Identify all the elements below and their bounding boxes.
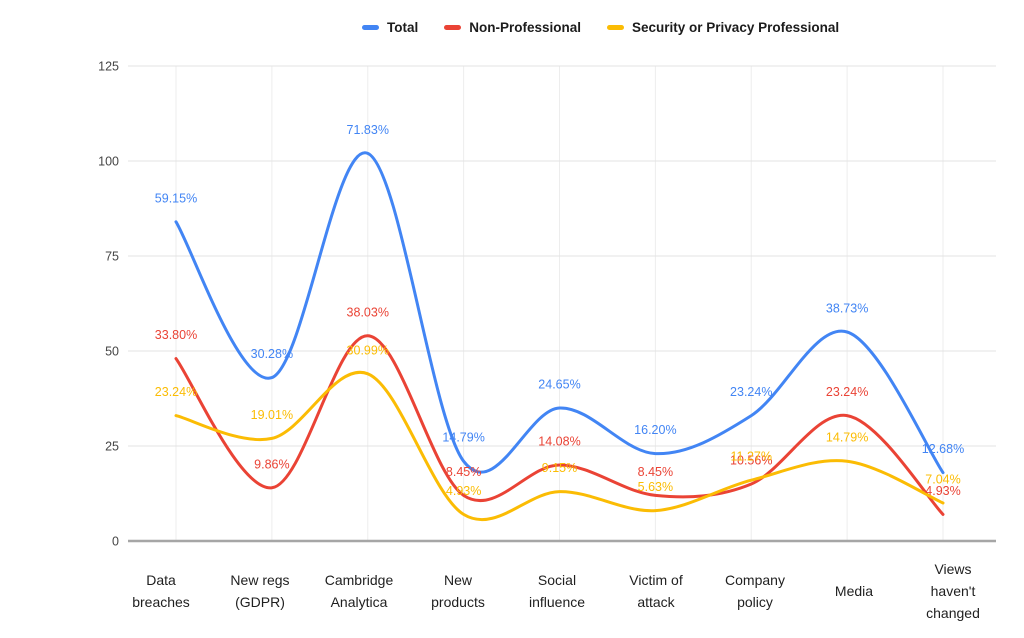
data-label: 38.03% bbox=[347, 305, 389, 319]
data-label: 23.24% bbox=[730, 385, 772, 399]
category-label-1: New regs bbox=[230, 572, 289, 588]
legend-item-security-professional: Security or Privacy Professional bbox=[607, 20, 839, 35]
category-label-7: Media bbox=[835, 583, 873, 599]
data-labels-non-professional: 33.80% 9.86% 38.03% 8.45% 14.08% 8.45% 10.56% 2… bbox=[155, 305, 961, 498]
category-label-8: Views bbox=[934, 561, 971, 577]
legend-swatch-total bbox=[362, 25, 379, 30]
data-label: 71.83% bbox=[347, 123, 389, 137]
data-label: 8.45% bbox=[446, 465, 481, 479]
data-label: 14.08% bbox=[538, 435, 580, 449]
legend-item-total: Total bbox=[362, 20, 418, 35]
series-line-total bbox=[174, 151, 945, 475]
data-label: 30.99% bbox=[347, 343, 389, 357]
data-label: 11.27% bbox=[731, 450, 772, 464]
legend-item-non-professional: Non-Professional bbox=[444, 20, 581, 35]
category-labels: Data breaches New regs (GDPR) Cambridge Analy… bbox=[132, 561, 980, 621]
y-tick-label-0: 0 bbox=[112, 535, 119, 549]
series-line-non-professional bbox=[174, 334, 945, 516]
data-label: 7.04% bbox=[925, 473, 960, 487]
horizontal-gridlines bbox=[128, 65, 996, 543]
data-label: 10.56% bbox=[730, 454, 772, 468]
category-label-2: Analytica bbox=[331, 594, 388, 610]
y-tick-label-75: 75 bbox=[105, 250, 119, 264]
data-labels-total: 59.15% 30.28% 71.83% 14.79% 24.65% 16.20% 23.2… bbox=[155, 123, 964, 456]
y-tick-label-100: 100 bbox=[98, 155, 119, 169]
data-label: 33.80% bbox=[155, 328, 197, 342]
data-label: 16.20% bbox=[634, 423, 676, 437]
category-label-8: changed bbox=[926, 605, 980, 621]
category-label-4: Social bbox=[538, 572, 576, 588]
category-label-3: products bbox=[431, 594, 485, 610]
y-tick-label-50: 50 bbox=[105, 345, 119, 359]
data-labels-security-or-privacy-professional: 23.24%19.01%30.99%4.93%9.15%5.63%11.27%1… bbox=[155, 343, 961, 498]
legend-label-security-professional: Security or Privacy Professional bbox=[632, 20, 840, 35]
legend-label-non-professional: Non-Professional bbox=[469, 20, 582, 35]
y-tick-label-25: 25 bbox=[105, 440, 119, 454]
data-label: 24.65% bbox=[538, 378, 580, 392]
data-label: 14.79% bbox=[442, 431, 484, 445]
category-label-1: (GDPR) bbox=[235, 594, 285, 610]
category-label-2: Cambridge bbox=[325, 572, 394, 588]
data-label: 30.28% bbox=[251, 347, 293, 361]
data-label: 4.93% bbox=[446, 484, 481, 498]
y-tick-label-125: 125 bbox=[98, 60, 119, 74]
data-label: 38.73% bbox=[826, 302, 868, 316]
data-label: 8.45% bbox=[638, 465, 673, 479]
data-label: 12.68% bbox=[922, 442, 964, 456]
data-label: 9.15% bbox=[542, 461, 577, 475]
data-label: 23.24% bbox=[155, 385, 197, 399]
category-label-4: influence bbox=[529, 594, 585, 610]
data-label: 9.86% bbox=[254, 457, 289, 471]
category-label-0: Data bbox=[146, 572, 176, 588]
category-label-5: Victim of bbox=[629, 572, 683, 588]
category-label-3: New bbox=[444, 572, 473, 588]
data-label: 59.15% bbox=[155, 191, 197, 205]
y-axis-ticks: 0 25 50 75 100 125 bbox=[98, 60, 119, 549]
legend-swatch-non-professional bbox=[444, 25, 462, 30]
data-label: 4.93% bbox=[925, 484, 960, 498]
series-line-security-or-privacy-professional bbox=[174, 370, 945, 522]
category-label-8: haven't bbox=[931, 583, 976, 599]
category-label-5: attack bbox=[637, 594, 675, 610]
category-label-6: Company bbox=[725, 572, 785, 588]
data-label: 14.79% bbox=[826, 431, 868, 445]
category-label-6: policy bbox=[737, 594, 773, 610]
data-label: 5.63% bbox=[638, 480, 673, 494]
data-label: 23.24% bbox=[826, 385, 868, 399]
category-label-0: breaches bbox=[132, 594, 190, 610]
data-label: 19.01% bbox=[251, 408, 293, 422]
chart-legend: Total Non-Professional Security or Priva… bbox=[362, 20, 839, 35]
legend-swatch-security-professional bbox=[607, 25, 625, 30]
legend-label-total: Total bbox=[387, 20, 419, 35]
